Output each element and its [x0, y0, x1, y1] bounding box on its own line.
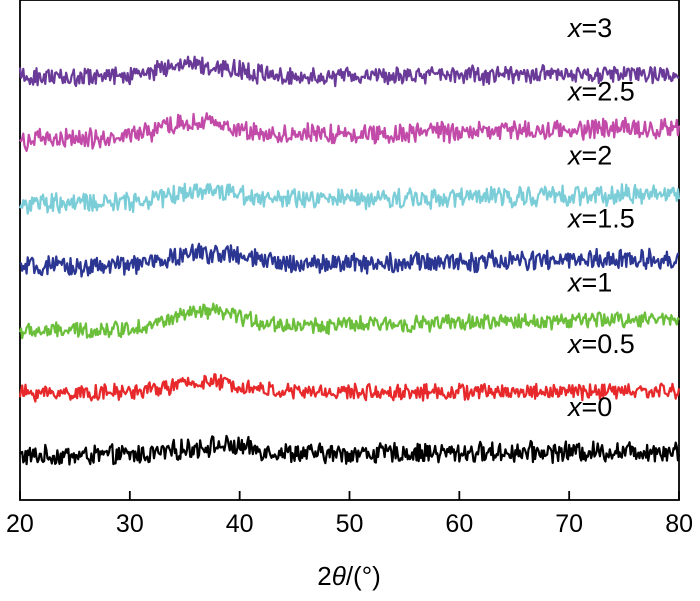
x-tick-label: 20: [6, 510, 34, 538]
series-label-value: =1.5: [582, 204, 635, 234]
x-axis-title: 2θ/(°): [317, 561, 381, 591]
x-tick-label: 70: [555, 510, 583, 538]
x-tick-label: 80: [665, 510, 693, 538]
series-label-value: =2: [582, 140, 613, 170]
x-axis-title-unit: /(°): [346, 561, 381, 591]
series-trace: [18, 302, 680, 340]
series-label-value: =0: [582, 392, 613, 422]
series-label-value: =0.5: [582, 329, 635, 359]
series-trace: [18, 55, 680, 88]
series-label: x=1.5: [566, 204, 635, 234]
series-trace: [19, 112, 681, 152]
series-trace: [19, 434, 681, 466]
series-trace: [18, 182, 681, 215]
series-trace: [18, 373, 681, 403]
x-tick-label: 40: [226, 510, 254, 538]
series-label-var: x: [566, 140, 583, 170]
series-label-var: x: [566, 76, 583, 106]
series-label: x=2.5: [566, 76, 635, 106]
series-label-value: =3: [582, 13, 613, 43]
x-axis-ticks: 20 30 40 50 60 70 80: [6, 491, 693, 538]
series-label-value: =2.5: [582, 76, 635, 106]
series-labels: x=0x=0.5x=1x=1.5x=2x=2.5x=3: [566, 13, 635, 422]
series-label-var: x: [566, 392, 583, 422]
series-label-value: =1: [582, 268, 613, 298]
series-label-var: x: [566, 329, 583, 359]
series-label: x=2: [566, 140, 612, 170]
series-label: x=3: [566, 13, 612, 43]
series-label-var: x: [566, 268, 583, 298]
series-label: x=0: [566, 392, 612, 422]
series-label: x=1: [566, 268, 612, 298]
series-label-var: x: [566, 13, 583, 43]
x-tick-label: 50: [336, 510, 364, 538]
traces: [18, 55, 681, 466]
series-label: x=0.5: [566, 329, 635, 359]
x-tick-label: 30: [116, 510, 144, 538]
x-axis-title-theta: θ: [332, 561, 346, 591]
series-label-var: x: [566, 204, 583, 234]
series-trace: [19, 242, 680, 278]
x-tick-label: 60: [445, 510, 473, 538]
x-axis-title-prefix: 2: [317, 561, 331, 591]
